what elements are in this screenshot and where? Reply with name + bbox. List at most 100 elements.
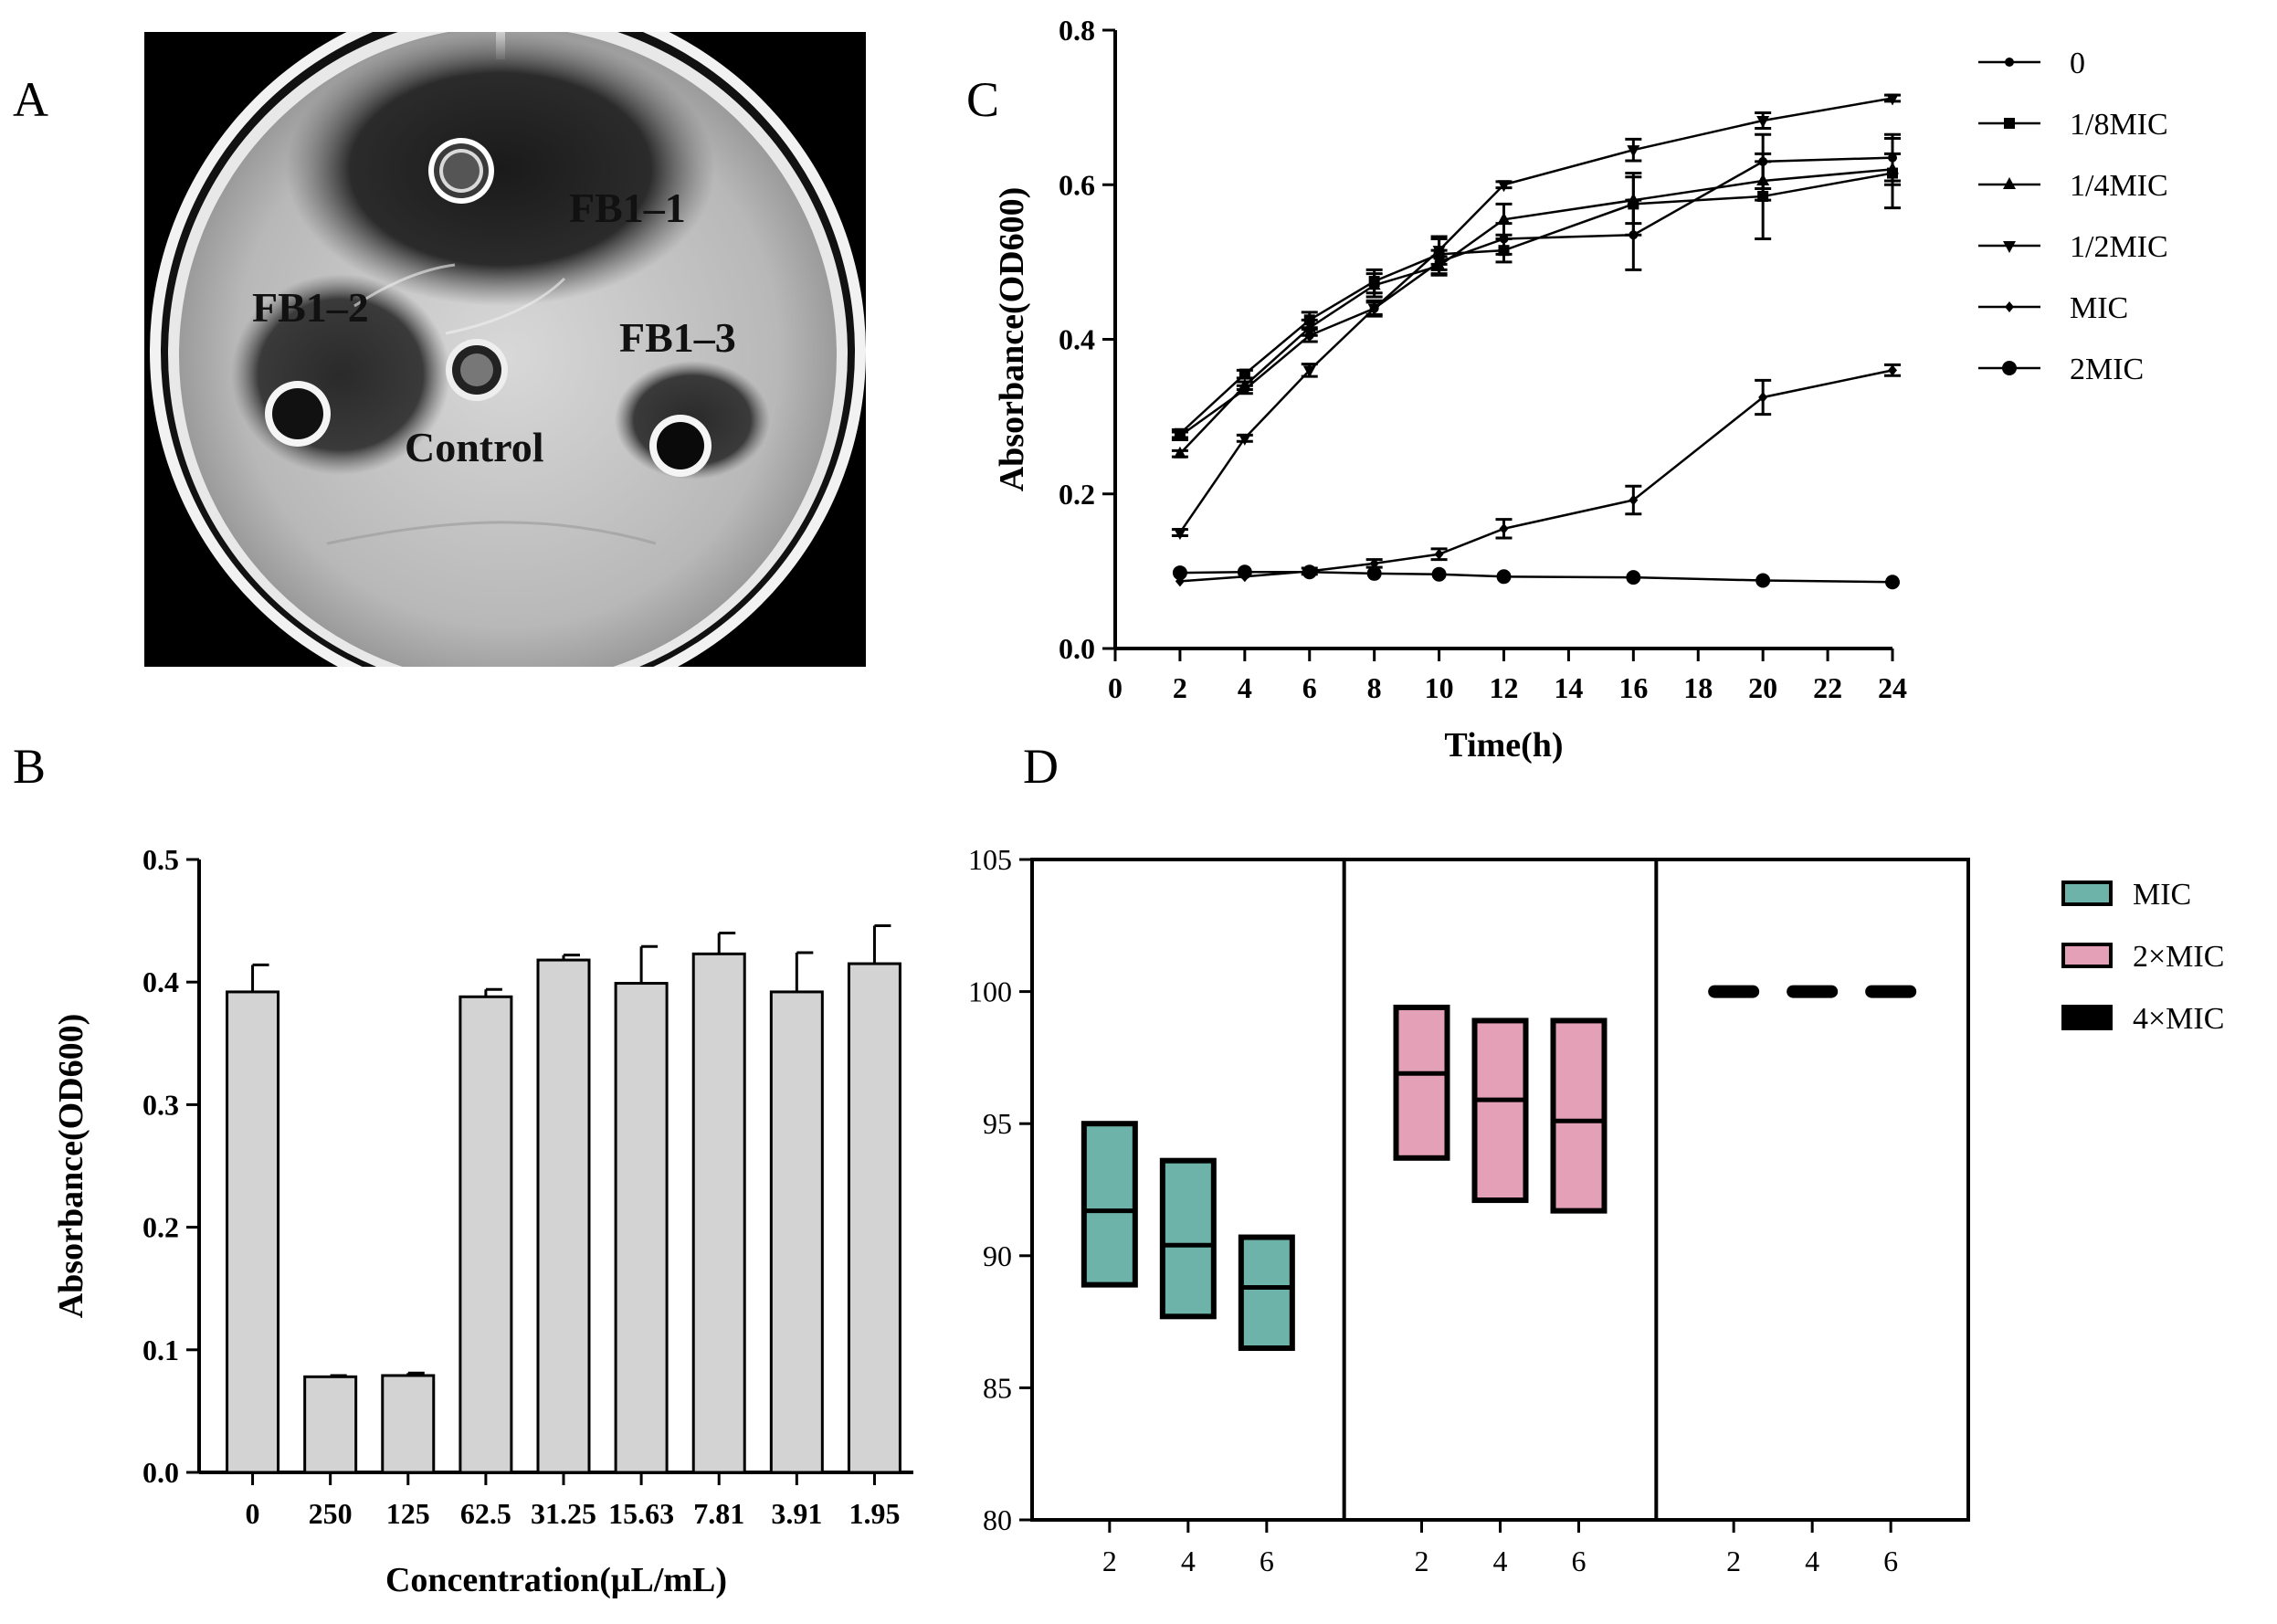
y-tick-label: 80 <box>983 1503 1012 1536</box>
panel-letter-a: A <box>13 72 48 127</box>
data-point <box>1885 575 1900 590</box>
x-tick-label: 4 <box>1805 1545 1819 1577</box>
series-1 <box>1171 136 1901 439</box>
inhibition-zone-fb1-1 <box>286 32 715 306</box>
y-tick-label: 0.2 <box>1059 478 1095 511</box>
legend-marker <box>2003 241 2016 253</box>
legend-label: 1/4MIC <box>2070 169 2168 203</box>
bar <box>381 1374 436 1474</box>
series-line <box>1179 369 1893 583</box>
well-fb1-2 <box>265 381 331 447</box>
x-tick-label: 6 <box>1302 671 1317 704</box>
data-point <box>1238 433 1251 446</box>
x-tick-label: 8 <box>1367 671 1382 704</box>
x-tick-label: 18 <box>1683 671 1713 704</box>
y-tick-label: 105 <box>968 843 1012 876</box>
x-tick-label: 0 <box>246 1497 260 1530</box>
y-tick-label: 0.8 <box>1059 14 1095 47</box>
box-chart: 80 85 90 95 100 105 2 4 6 2 4 6 2 4 6 MIC 2×MIC 4×MIC <box>968 843 2224 1577</box>
panel-letter-d: D <box>1023 739 1059 794</box>
x-tick-label: 6 <box>1572 1545 1587 1577</box>
y-tick-label: 0.1 <box>142 1334 179 1366</box>
x-tick-label: 1.95 <box>849 1497 900 1530</box>
x-tick-label: 2 <box>1102 1545 1117 1577</box>
data-point <box>1496 569 1512 585</box>
data-point <box>1627 145 1640 158</box>
data-point <box>1366 565 1382 581</box>
y-tick-label: 0.4 <box>142 965 179 998</box>
legend-label: 0 <box>2070 47 2085 80</box>
line-chart: 0.00.20.40.60.80 2 4 6 8 10 12 14 16 18 20 22 24Time… <box>993 14 2168 765</box>
data-point <box>1498 245 1510 257</box>
x-tick-label: 10 <box>1425 671 1454 704</box>
label-fb1-1: FB1–1 <box>569 185 686 231</box>
legend-marker <box>2003 177 2016 189</box>
well-fb1-1 <box>428 138 494 204</box>
series-0 <box>1171 132 1901 442</box>
legend-swatch <box>2061 1005 2113 1030</box>
data-point <box>1174 427 1186 439</box>
data-point <box>1173 528 1186 541</box>
data-point <box>1756 116 1770 129</box>
data-point <box>1367 278 1381 290</box>
well-control <box>446 339 508 401</box>
data-point <box>1369 557 1379 569</box>
line-chart-panel: 0.0 0.2 0.4 0.6 0.8 0 2 4 6 8 10 12 14 16 18 20 22 24 Time… <box>986 0 2277 786</box>
box-chart-panel: 80 85 90 95 100 105 2 4 6 2 4 6 2 4 6 MIC 2×MIC 4×MIC <box>968 804 2277 1619</box>
data-point <box>1302 320 1316 332</box>
x-axis-title: Concentration(μL/mL) <box>385 1561 727 1599</box>
well-fb1-3 <box>649 415 712 477</box>
y-tick-label: 0.0 <box>1059 632 1095 665</box>
y-axis-title: Absorbance(OD600) <box>52 1014 90 1319</box>
legend-label: MIC <box>2070 291 2128 325</box>
bar <box>769 990 824 1474</box>
legend-label: 1/8MIC <box>2070 108 2168 142</box>
data-point <box>1497 212 1511 225</box>
data-point <box>1886 93 1899 106</box>
panel-letter-b: B <box>13 739 47 794</box>
legend-label: 2×MIC <box>2133 940 2224 974</box>
x-tick-label: 4 <box>1493 1545 1508 1577</box>
x-tick-label: 125 <box>386 1497 430 1530</box>
x-tick-label: 7.81 <box>693 1497 744 1530</box>
panel-letter-c: C <box>966 72 1000 127</box>
x-tick-label: 2 <box>1726 1545 1741 1577</box>
x-tick-label: 6 <box>1883 1545 1898 1577</box>
box <box>1550 1018 1608 1214</box>
series-2 <box>1171 152 1901 459</box>
x-tick-label: 2 <box>1415 1545 1429 1577</box>
label-control: Control <box>405 424 544 470</box>
data-point <box>1497 180 1511 193</box>
y-tick-label: 0.4 <box>1059 323 1095 356</box>
series-line <box>1179 168 1893 455</box>
x-tick-label: 250 <box>309 1497 353 1530</box>
data-point <box>1499 522 1509 534</box>
legend-label: 1/2MIC <box>2070 230 2168 264</box>
data-point <box>1432 246 1446 258</box>
bar <box>536 958 591 1474</box>
data-point <box>1755 573 1771 588</box>
y-axis-title: Absorbance(OD600) <box>993 187 1031 492</box>
y-tick-label: 0.5 <box>142 843 179 876</box>
box <box>1081 1121 1138 1288</box>
x-tick-label: 2 <box>1173 671 1187 704</box>
y-tick-label: 100 <box>968 975 1012 1008</box>
legend-label: MIC <box>2133 878 2191 912</box>
data-point <box>1238 378 1251 391</box>
x-tick-label: 4 <box>1181 1545 1196 1577</box>
x-tick-label: 12 <box>1490 671 1519 704</box>
data-point <box>1888 364 1897 376</box>
x-axis-title: Time(h) <box>1444 726 1563 765</box>
x-tick-label: 24 <box>1878 671 1907 704</box>
box <box>1393 1004 1450 1161</box>
y-tick-label: 90 <box>983 1239 1012 1272</box>
x-tick-label: 15.63 <box>608 1497 674 1530</box>
data-point <box>1758 391 1768 403</box>
label-fb1-2: FB1–2 <box>252 284 369 331</box>
box <box>1238 1234 1295 1352</box>
data-point <box>1629 494 1639 506</box>
data-point <box>1239 368 1250 380</box>
x-tick-label: 16 <box>1618 671 1648 704</box>
x-tick-label: 14 <box>1554 671 1583 704</box>
box <box>1708 985 1760 998</box>
